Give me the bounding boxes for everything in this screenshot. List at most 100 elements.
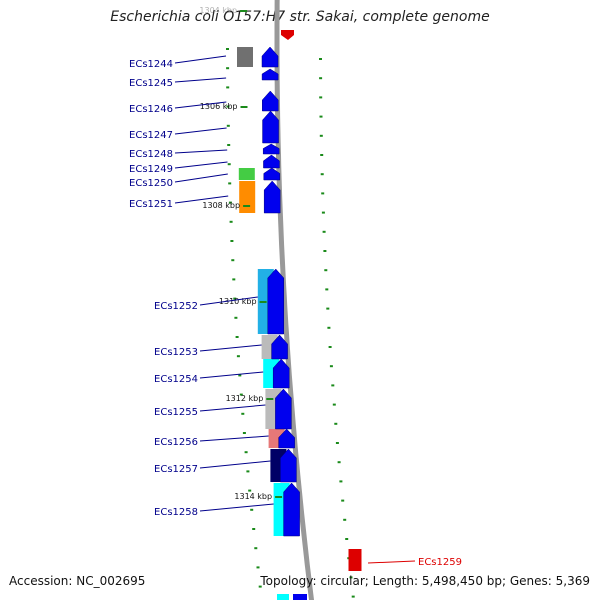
- tick-dot: [252, 528, 256, 530]
- tick-dot: [345, 538, 349, 540]
- gene-label: ECs1253: [154, 347, 198, 358]
- scale-tick: [243, 205, 251, 207]
- scale-tick: [240, 10, 248, 12]
- scale-tick: [266, 398, 274, 400]
- tick-dot: [232, 278, 236, 281]
- tick-dot: [226, 124, 230, 127]
- tick-dot: [341, 499, 345, 502]
- highlight-gene-block: [281, 30, 294, 40]
- scale-label: 1310 kbp: [219, 297, 257, 306]
- tick-dot: [258, 585, 262, 588]
- tick-dot: [228, 182, 232, 185]
- tick-dot: [324, 269, 328, 272]
- tick-dot: [236, 355, 240, 358]
- tick-dot: [319, 96, 323, 99]
- tick-dot: [246, 470, 250, 473]
- tick-dot: [319, 134, 323, 137]
- tick-dot: [327, 326, 331, 329]
- tick-dot: [226, 67, 230, 70]
- tick-dot: [231, 259, 235, 262]
- gene-label-leader: [199, 296, 258, 306]
- tick-dot: [321, 211, 325, 214]
- gene-label: ECs1252: [154, 301, 198, 312]
- tick-dot: [238, 374, 242, 377]
- forward-gene-arrow: [261, 68, 279, 81]
- forward-gene-arrow: [293, 594, 307, 600]
- gene-label: ECs1255: [154, 407, 198, 418]
- gene-label-leader: [199, 435, 269, 442]
- gene-label: ECs1248: [129, 149, 173, 160]
- tick-dot: [226, 48, 229, 50]
- accession-text: Accession: NC_002695: [9, 574, 146, 588]
- tick-dot: [325, 288, 329, 291]
- forward-gene-arrow: [263, 154, 280, 169]
- tick-dot: [334, 422, 338, 425]
- forward-gene-arrow: [261, 46, 279, 68]
- backbone: [274, 0, 315, 600]
- scale-tick: [259, 301, 267, 303]
- tick-dot: [228, 201, 232, 204]
- tick-dot: [234, 316, 238, 319]
- tick-dot: [319, 77, 323, 80]
- tick-dot: [349, 576, 353, 579]
- forward-gene-arrow: [263, 180, 281, 214]
- tick-dot: [233, 297, 237, 300]
- gene-label-leader: [174, 149, 228, 154]
- gene-label: ECs1254: [154, 374, 198, 385]
- tick-dot: [226, 86, 230, 89]
- forward-gene-arrow: [283, 482, 300, 537]
- tick-dot: [254, 547, 258, 550]
- tick-dot: [351, 595, 355, 598]
- gene-label-leader: [174, 173, 228, 183]
- gene-label-leader: [174, 161, 228, 169]
- cog-block: [237, 47, 253, 67]
- tick-dot: [320, 173, 324, 176]
- tick-dot: [328, 346, 332, 348]
- gene-label: ECs1246: [129, 104, 173, 115]
- tick-dot: [250, 508, 254, 511]
- gene-label-leader: [199, 344, 262, 352]
- tick-dot: [229, 220, 233, 223]
- tick-dot: [320, 154, 324, 156]
- tick-dot: [226, 105, 230, 108]
- cog-block: [238, 168, 255, 180]
- backbone-line: [274, 0, 315, 600]
- tick-dot: [230, 240, 234, 242]
- tick-dot: [239, 393, 243, 396]
- tick-dot: [323, 250, 327, 252]
- tick-dot: [227, 163, 231, 166]
- gene-label: ECs1245: [129, 78, 173, 89]
- forward-gene-arrow: [280, 448, 297, 483]
- gene-label: ECs1259: [418, 557, 462, 568]
- tick-dot: [321, 192, 325, 195]
- topology-text: Topology: circular; Length: 5,498,450 bp…: [260, 574, 590, 588]
- scale-tick: [240, 106, 248, 108]
- gene-label-leader: [199, 404, 266, 412]
- scale-labels: 1304 kbp 1306 kbp 1308 kbp 1310 kbp 1312 kbp…: [199, 6, 283, 501]
- tick-dot: [335, 442, 339, 444]
- highlight-gene-block: [348, 549, 362, 571]
- forward-gene-arrow: [262, 143, 280, 155]
- gene-labels: ECs1244 ECs1245 ECs1246 ECs1247 ECs1248 ECs12…: [129, 55, 462, 568]
- gene-label: ECs1251: [129, 199, 173, 210]
- gene-label-leader: [367, 560, 416, 564]
- gene-label-leader: [199, 371, 264, 379]
- scale-tick: [275, 496, 283, 498]
- cog-block: [239, 181, 256, 213]
- gene-label-leader: [174, 101, 227, 109]
- gene-label-leader: [199, 503, 274, 512]
- tick-dot: [244, 451, 248, 454]
- gene-label-leader: [174, 77, 227, 83]
- gene-label: ECs1256: [154, 437, 198, 448]
- gene-label: ECs1258: [154, 507, 198, 518]
- tick-dot: [326, 307, 330, 310]
- tick-dot: [339, 480, 343, 483]
- tick-dot: [329, 365, 333, 368]
- gene-label: ECs1257: [154, 464, 198, 475]
- scale-label: 1304 kbp: [199, 6, 237, 15]
- tick-dot: [319, 115, 323, 118]
- tick-dot: [319, 58, 322, 60]
- gene-label: ECs1249: [129, 164, 173, 175]
- gene-label-leader: [174, 127, 227, 135]
